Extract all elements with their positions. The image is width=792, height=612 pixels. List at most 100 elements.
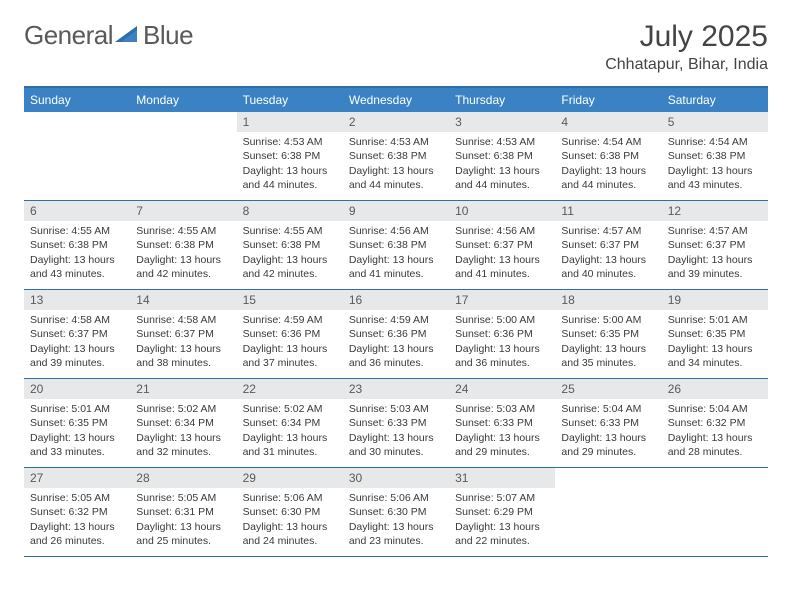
- sunrise-text: Sunrise: 5:04 AM: [668, 402, 762, 416]
- daylight-text-2: and 43 minutes.: [668, 178, 762, 192]
- sunrise-text: Sunrise: 5:05 AM: [136, 491, 230, 505]
- sunrise-text: Sunrise: 4:58 AM: [30, 313, 124, 327]
- sunrise-text: Sunrise: 4:58 AM: [136, 313, 230, 327]
- sunset-text: Sunset: 6:37 PM: [668, 238, 762, 252]
- daylight-text-2: and 41 minutes.: [455, 267, 549, 281]
- daylight-text-1: Daylight: 13 hours: [455, 431, 549, 445]
- calendar-cell: 25Sunrise: 5:04 AMSunset: 6:33 PMDayligh…: [555, 379, 661, 467]
- daylight-text-1: Daylight: 13 hours: [561, 342, 655, 356]
- sunset-text: Sunset: 6:33 PM: [561, 416, 655, 430]
- day-number: 9: [343, 201, 449, 221]
- calendar-cell: 5Sunrise: 4:54 AMSunset: 6:38 PMDaylight…: [662, 112, 768, 200]
- daylight-text-1: Daylight: 13 hours: [30, 342, 124, 356]
- daylight-text-2: and 22 minutes.: [455, 534, 549, 548]
- daylight-text-2: and 44 minutes.: [349, 178, 443, 192]
- daylight-text-2: and 26 minutes.: [30, 534, 124, 548]
- daylight-text-1: Daylight: 13 hours: [455, 253, 549, 267]
- daylight-text-1: Daylight: 13 hours: [561, 253, 655, 267]
- day-number: 26: [662, 379, 768, 399]
- day-number: 25: [555, 379, 661, 399]
- sunrise-text: Sunrise: 4:55 AM: [136, 224, 230, 238]
- day-header-sat: Saturday: [662, 88, 768, 112]
- daylight-text-2: and 42 minutes.: [243, 267, 337, 281]
- day-number: 18: [555, 290, 661, 310]
- daylight-text-2: and 36 minutes.: [455, 356, 549, 370]
- calendar-week: 6Sunrise: 4:55 AMSunset: 6:38 PMDaylight…: [24, 201, 768, 290]
- calendar-cell: 6Sunrise: 4:55 AMSunset: 6:38 PMDaylight…: [24, 201, 130, 289]
- day-number: 16: [343, 290, 449, 310]
- calendar-cell: 2Sunrise: 4:53 AMSunset: 6:38 PMDaylight…: [343, 112, 449, 200]
- sunrise-text: Sunrise: 5:02 AM: [243, 402, 337, 416]
- daylight-text-1: Daylight: 13 hours: [668, 342, 762, 356]
- daylight-text-2: and 41 minutes.: [349, 267, 443, 281]
- sunset-text: Sunset: 6:32 PM: [30, 505, 124, 519]
- day-header-wed: Wednesday: [343, 88, 449, 112]
- header: General Blue July 2025 Chhatapur, Bihar,…: [24, 20, 768, 74]
- daylight-text-1: Daylight: 13 hours: [349, 164, 443, 178]
- day-number: 24: [449, 379, 555, 399]
- cell-body: Sunrise: 5:05 AMSunset: 6:32 PMDaylight:…: [24, 488, 130, 554]
- daylight-text-2: and 35 minutes.: [561, 356, 655, 370]
- day-number: 28: [130, 468, 236, 488]
- daylight-text-2: and 42 minutes.: [136, 267, 230, 281]
- cell-body: Sunrise: 5:00 AMSunset: 6:36 PMDaylight:…: [449, 310, 555, 376]
- day-number: 12: [662, 201, 768, 221]
- cell-body: Sunrise: 5:06 AMSunset: 6:30 PMDaylight:…: [237, 488, 343, 554]
- daylight-text-2: and 24 minutes.: [243, 534, 337, 548]
- daylight-text-1: Daylight: 13 hours: [30, 431, 124, 445]
- sunset-text: Sunset: 6:38 PM: [455, 149, 549, 163]
- sunrise-text: Sunrise: 4:53 AM: [455, 135, 549, 149]
- daylight-text-2: and 39 minutes.: [668, 267, 762, 281]
- sunset-text: Sunset: 6:38 PM: [349, 238, 443, 252]
- cell-body: Sunrise: 4:53 AMSunset: 6:38 PMDaylight:…: [449, 132, 555, 198]
- daylight-text-2: and 23 minutes.: [349, 534, 443, 548]
- cell-body: Sunrise: 4:59 AMSunset: 6:36 PMDaylight:…: [237, 310, 343, 376]
- daylight-text-1: Daylight: 13 hours: [668, 431, 762, 445]
- sunrise-text: Sunrise: 4:54 AM: [561, 135, 655, 149]
- day-number: 7: [130, 201, 236, 221]
- sunrise-text: Sunrise: 4:56 AM: [349, 224, 443, 238]
- sunrise-text: Sunrise: 5:01 AM: [668, 313, 762, 327]
- daylight-text-1: Daylight: 13 hours: [136, 520, 230, 534]
- daylight-text-1: Daylight: 13 hours: [243, 253, 337, 267]
- cell-body: Sunrise: 5:06 AMSunset: 6:30 PMDaylight:…: [343, 488, 449, 554]
- sunset-text: Sunset: 6:29 PM: [455, 505, 549, 519]
- day-number: 3: [449, 112, 555, 132]
- calendar-cell: 18Sunrise: 5:00 AMSunset: 6:35 PMDayligh…: [555, 290, 661, 378]
- daylight-text-1: Daylight: 13 hours: [455, 520, 549, 534]
- day-number: 15: [237, 290, 343, 310]
- cell-body: Sunrise: 5:07 AMSunset: 6:29 PMDaylight:…: [449, 488, 555, 554]
- calendar-week: 20Sunrise: 5:01 AMSunset: 6:35 PMDayligh…: [24, 379, 768, 468]
- sunrise-text: Sunrise: 5:03 AM: [349, 402, 443, 416]
- daylight-text-1: Daylight: 13 hours: [30, 253, 124, 267]
- daylight-text-2: and 29 minutes.: [455, 445, 549, 459]
- day-number: 8: [237, 201, 343, 221]
- daylight-text-1: Daylight: 13 hours: [349, 431, 443, 445]
- sunrise-text: Sunrise: 5:00 AM: [561, 313, 655, 327]
- day-number: 14: [130, 290, 236, 310]
- day-number: 22: [237, 379, 343, 399]
- location-text: Chhatapur, Bihar, India: [605, 56, 768, 74]
- calendar-cell: 14Sunrise: 4:58 AMSunset: 6:37 PMDayligh…: [130, 290, 236, 378]
- daylight-text-2: and 33 minutes.: [30, 445, 124, 459]
- daylight-text-2: and 40 minutes.: [561, 267, 655, 281]
- cell-body: Sunrise: 5:04 AMSunset: 6:32 PMDaylight:…: [662, 399, 768, 465]
- daylight-text-1: Daylight: 13 hours: [349, 253, 443, 267]
- daylight-text-2: and 34 minutes.: [668, 356, 762, 370]
- daylight-text-1: Daylight: 13 hours: [668, 164, 762, 178]
- daylight-text-1: Daylight: 13 hours: [243, 431, 337, 445]
- daylight-text-2: and 36 minutes.: [349, 356, 443, 370]
- sunrise-text: Sunrise: 5:02 AM: [136, 402, 230, 416]
- sunrise-text: Sunrise: 5:07 AM: [455, 491, 549, 505]
- day-number: 30: [343, 468, 449, 488]
- calendar-cell: [662, 468, 768, 556]
- sunset-text: Sunset: 6:38 PM: [243, 149, 337, 163]
- calendar-week: 27Sunrise: 5:05 AMSunset: 6:32 PMDayligh…: [24, 468, 768, 557]
- daylight-text-1: Daylight: 13 hours: [668, 253, 762, 267]
- cell-body: Sunrise: 5:00 AMSunset: 6:35 PMDaylight:…: [555, 310, 661, 376]
- daylight-text-2: and 44 minutes.: [243, 178, 337, 192]
- sunrise-text: Sunrise: 4:56 AM: [455, 224, 549, 238]
- sunrise-text: Sunrise: 5:06 AM: [349, 491, 443, 505]
- sunset-text: Sunset: 6:38 PM: [30, 238, 124, 252]
- cell-body: Sunrise: 5:01 AMSunset: 6:35 PMDaylight:…: [662, 310, 768, 376]
